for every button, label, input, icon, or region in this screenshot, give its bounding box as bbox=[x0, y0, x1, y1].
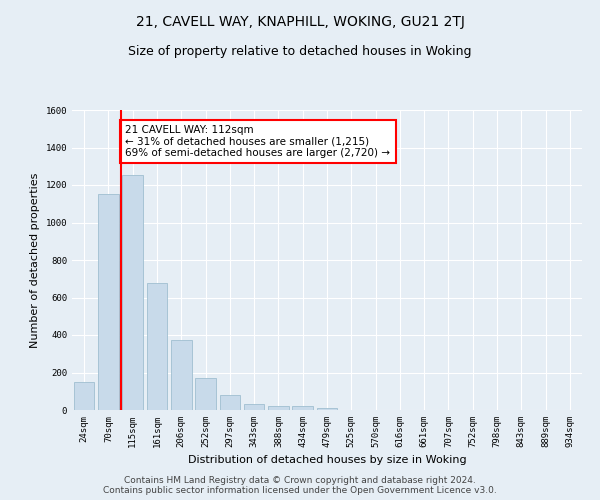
Bar bbox=[244, 404, 265, 410]
Bar bbox=[146, 282, 167, 410]
Bar bbox=[220, 395, 240, 410]
Y-axis label: Number of detached properties: Number of detached properties bbox=[30, 172, 40, 348]
Bar bbox=[122, 174, 143, 410]
Bar bbox=[195, 378, 216, 410]
Text: 21 CAVELL WAY: 112sqm
← 31% of detached houses are smaller (1,215)
69% of semi-d: 21 CAVELL WAY: 112sqm ← 31% of detached … bbox=[125, 125, 391, 158]
Bar bbox=[74, 382, 94, 410]
Bar bbox=[292, 406, 313, 410]
Text: Size of property relative to detached houses in Woking: Size of property relative to detached ho… bbox=[128, 45, 472, 58]
Bar bbox=[171, 340, 191, 410]
Bar bbox=[268, 406, 289, 410]
Text: 21, CAVELL WAY, KNAPHILL, WOKING, GU21 2TJ: 21, CAVELL WAY, KNAPHILL, WOKING, GU21 2… bbox=[136, 15, 464, 29]
Text: Contains HM Land Registry data © Crown copyright and database right 2024.
Contai: Contains HM Land Registry data © Crown c… bbox=[103, 476, 497, 495]
X-axis label: Distribution of detached houses by size in Woking: Distribution of detached houses by size … bbox=[188, 456, 466, 466]
Bar bbox=[98, 194, 119, 410]
Bar bbox=[317, 408, 337, 410]
